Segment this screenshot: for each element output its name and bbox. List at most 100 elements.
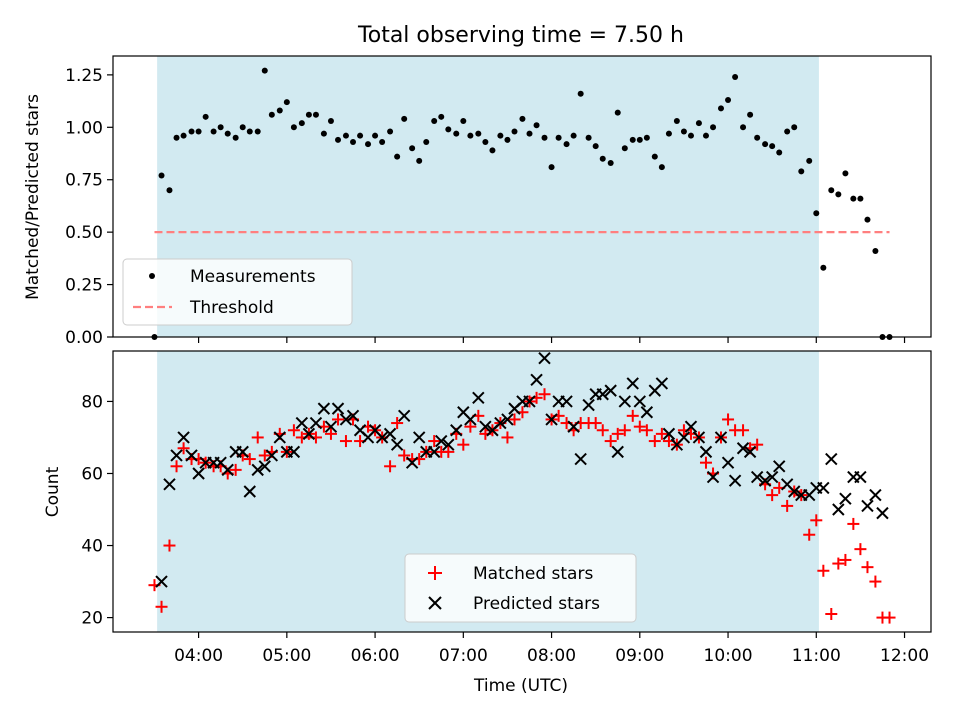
measurement-point [305,111,312,118]
matched-star-point [391,417,404,430]
predicted-star-point [464,413,477,426]
measurement-point [350,138,357,145]
predicted-star-point [832,503,845,516]
x-tick-label: 09:00 [615,646,664,666]
measurement-point [283,99,290,106]
predicted-star-point [170,449,183,462]
measurement-point [555,134,562,141]
matched-star-point [258,449,271,462]
top-marks [151,67,893,340]
predicted-star-point [155,575,168,588]
matched-star-point [633,420,646,433]
top-y-axis-label: Matched/Predicted stars [23,94,43,300]
predicted-star-point [765,470,779,484]
predicted-star-point [611,445,624,459]
top-yticks: 0.00 0.25 0.50 0.75 1.00 1.25 [65,66,113,348]
predicted-star-point [530,373,543,387]
predicted-star-point [699,445,713,459]
matched-star-point [817,564,830,577]
measurement-point [665,130,672,137]
measurement-point [710,124,717,131]
measurement-point [445,126,452,133]
matched-star-point [839,553,852,566]
measurement-point [387,128,394,135]
predicted-star-point [574,452,587,466]
matched-star-point [847,517,860,530]
measurement-point [541,134,548,141]
measurement-point [416,157,423,164]
top-xticks [197,337,906,343]
predicted-star-point [405,456,419,469]
predicted-star-point [177,431,190,444]
matched-star-point [589,417,602,430]
measurement-point [526,130,533,137]
x-axis-label: Time (UTC) [473,676,568,696]
predicted-star-point [185,449,198,462]
legend-predicted-label: Predicted stars [473,594,600,614]
x-tick-label: 04:00 [174,646,223,666]
matched-star-point [648,435,661,448]
chart-title: Total observing time = 7.50 h [357,23,684,48]
measurement-point [784,128,791,135]
measurement-point [312,111,319,118]
measurement-point [857,195,864,202]
x-tick-label: 05:00 [262,646,311,666]
matched-star-point [332,413,345,426]
predicted-star-point [876,506,889,520]
matched-star-point [243,453,256,466]
predicted-star-point [375,431,389,444]
predicted-star-point [560,395,573,408]
measurement-point [651,153,658,160]
matched-star-point [155,600,168,613]
y-tick-label: 1.25 [65,66,103,86]
measurement-point [173,134,180,141]
measurement-point [658,164,665,171]
measurement-point [254,128,261,135]
measurement-point [820,264,827,271]
predicted-star-point [442,438,455,451]
x-tick-label: 07:00 [439,646,488,666]
predicted-star-point [692,431,706,444]
measurement-point [798,168,805,175]
predicted-star-point [825,452,838,466]
top-legend: Measurements Threshold [122,258,353,326]
matched-star-point [464,420,477,433]
matched-star-point [883,611,896,624]
bottom-axes-frame [112,350,932,633]
measurement-point [872,248,879,255]
measurement-point [335,136,342,143]
measurement-point [158,172,165,179]
predicted-star-point [221,463,234,477]
matched-star-point [722,413,735,426]
measurement-point [762,141,769,148]
legend-measurements-label: Measurements [190,267,316,287]
matched-star-point [604,435,617,448]
predicted-star-point [472,391,485,405]
measurement-point [239,124,246,131]
x-tick-label: 08:00 [527,646,576,666]
predicted-star-point [545,413,558,426]
measurement-point [511,128,518,135]
matched-star-point [618,424,631,437]
predicted-star-point [633,395,647,408]
measurement-point [246,128,253,135]
predicted-star-point [236,445,249,459]
legend-measurements-marker [149,273,155,279]
measurement-point [180,132,187,139]
bottom-panel: 20 40 60 80 04:00 05:00 06:00 07:00 08:00 09:00 1… [43,350,932,696]
predicted-star-point [265,449,279,462]
matched-star-point [428,435,441,448]
matched-star-point [177,442,190,455]
predicted-star-point [501,413,514,426]
measurement-point [438,113,445,120]
measurement-point [563,141,570,148]
measurement-point [643,134,650,141]
predicted-star-point [817,481,830,495]
x-tick-label: 11:00 [792,646,841,666]
bottom-yticks: 20 40 60 80 [81,392,113,629]
bottom-y-axis-label: Count [43,466,63,517]
matched-star-point [538,388,551,401]
predicted-star-point [736,442,750,455]
matched-star-point [508,413,521,426]
y-tick-label: 0.00 [65,328,103,348]
